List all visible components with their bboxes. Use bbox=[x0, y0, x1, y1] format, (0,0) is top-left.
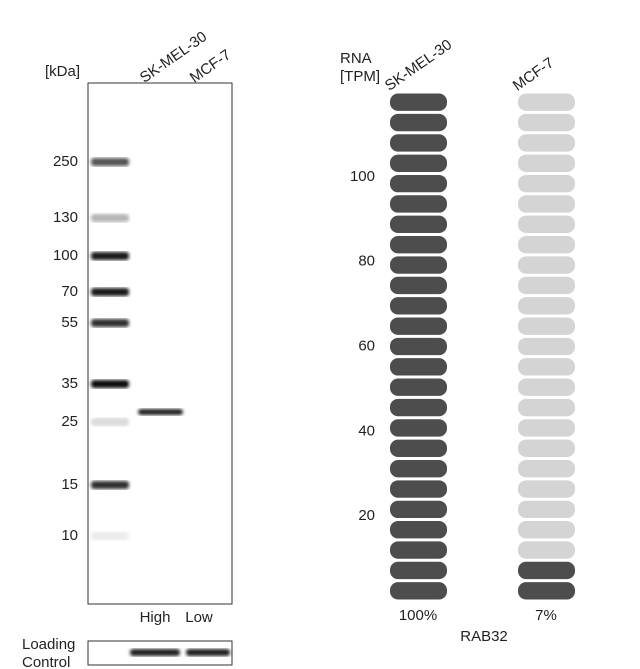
rna-tick-label: 80 bbox=[358, 253, 375, 270]
gene-label: RAB32 bbox=[460, 628, 508, 645]
sample-label: SK-MEL-30 bbox=[382, 36, 455, 94]
rna-pill bbox=[518, 358, 575, 376]
rna-pill bbox=[518, 561, 575, 580]
marker-label: 100 bbox=[53, 247, 78, 264]
rna-pill bbox=[390, 398, 447, 417]
rna-pill bbox=[390, 541, 447, 559]
loading-band bbox=[130, 649, 180, 656]
rna-pill bbox=[518, 337, 575, 356]
rna-pill bbox=[518, 93, 575, 111]
marker-band bbox=[91, 214, 129, 222]
rna-pill bbox=[390, 459, 447, 478]
marker-band bbox=[91, 532, 129, 540]
marker-band bbox=[91, 418, 129, 426]
rna-pill bbox=[390, 378, 447, 396]
rna-pill bbox=[518, 317, 575, 335]
sample-band bbox=[138, 409, 183, 415]
rna-pill bbox=[390, 480, 447, 498]
rna-pill bbox=[390, 521, 447, 539]
marker-label: 250 bbox=[53, 153, 78, 170]
rna-pill bbox=[518, 419, 575, 437]
rna-tick-label: 60 bbox=[358, 337, 375, 354]
rna-pill bbox=[390, 174, 447, 193]
rna-pill bbox=[390, 93, 447, 111]
level-label: High bbox=[140, 609, 171, 626]
rna-tick-label: 40 bbox=[358, 422, 375, 439]
rna-pill bbox=[390, 561, 447, 580]
sample-label: MCF-7 bbox=[510, 54, 557, 94]
marker-band bbox=[91, 481, 129, 489]
rna-axis-label: RNA [TPM] bbox=[340, 50, 380, 85]
rna-pill bbox=[518, 174, 575, 193]
loading-band bbox=[186, 649, 230, 656]
percentage-label: 7% bbox=[535, 607, 557, 624]
marker-band bbox=[91, 288, 129, 296]
rna-pill bbox=[390, 500, 447, 519]
level-label: Low bbox=[185, 609, 213, 626]
marker-label: 55 bbox=[61, 314, 78, 331]
rna-pill bbox=[518, 276, 575, 295]
rna-pill bbox=[518, 541, 575, 559]
rna-pill bbox=[518, 480, 575, 498]
rna-pill bbox=[518, 297, 575, 315]
percentage-label: 100% bbox=[399, 607, 437, 624]
rna-pill bbox=[390, 358, 447, 376]
rna-pill bbox=[390, 419, 447, 437]
rna-pill bbox=[518, 134, 575, 152]
marker-label: 70 bbox=[61, 283, 78, 300]
rna-pill bbox=[390, 439, 447, 457]
rna-pill bbox=[518, 113, 575, 132]
rna-pill bbox=[390, 134, 447, 152]
rna-pill bbox=[518, 378, 575, 396]
marker-band bbox=[91, 158, 129, 166]
marker-label: 25 bbox=[61, 413, 78, 430]
loading-label: Loading Control bbox=[22, 636, 76, 669]
marker-band bbox=[91, 252, 129, 260]
rna-pill bbox=[518, 398, 575, 417]
rna-pill bbox=[390, 236, 447, 254]
rna-pill bbox=[518, 154, 575, 172]
rna-pill bbox=[518, 215, 575, 234]
rna-pill bbox=[518, 236, 575, 254]
rna-pill bbox=[518, 582, 575, 600]
rna-pill bbox=[518, 195, 575, 213]
marker-label: 35 bbox=[61, 375, 78, 392]
unit-label: [kDa] bbox=[45, 63, 80, 80]
rna-pill bbox=[390, 276, 447, 295]
marker-label: 130 bbox=[53, 209, 78, 226]
rna-pill bbox=[390, 297, 447, 315]
marker-label: 15 bbox=[61, 476, 78, 493]
marker-band bbox=[91, 319, 129, 327]
rna-pill bbox=[518, 521, 575, 539]
marker-label: 10 bbox=[61, 527, 78, 544]
rna-pill bbox=[390, 582, 447, 600]
blot-frame bbox=[87, 82, 233, 605]
rna-pill bbox=[518, 500, 575, 519]
rna-pill bbox=[518, 459, 575, 478]
rna-pill bbox=[390, 215, 447, 234]
rna-tick-label: 20 bbox=[358, 507, 375, 524]
rna-tick-label: 100 bbox=[350, 168, 375, 185]
rna-pill bbox=[390, 154, 447, 172]
rna-pill bbox=[390, 113, 447, 132]
marker-band bbox=[91, 380, 129, 388]
rna-pill bbox=[390, 337, 447, 356]
rna-pill bbox=[518, 256, 575, 274]
rna-pill bbox=[390, 195, 447, 213]
rna-pill bbox=[390, 256, 447, 274]
rna-pill bbox=[390, 317, 447, 335]
rna-pill bbox=[518, 439, 575, 457]
